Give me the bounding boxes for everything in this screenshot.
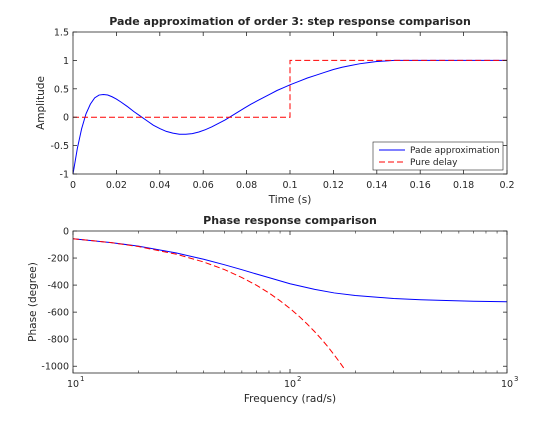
y-tick-label: -0.5	[50, 141, 69, 152]
x-tick-exponent: 1	[80, 375, 84, 383]
y-tick-label: -800	[47, 335, 69, 346]
y-tick-label: 0	[63, 113, 69, 124]
y-tick-label: -1	[60, 170, 69, 181]
x-tick-label: 0.04	[149, 180, 170, 191]
chart-title-1: Pade approximation of order 3: step resp…	[109, 15, 471, 28]
series-line-pade-approximation	[73, 59, 507, 174]
x-tick-label: 0.12	[323, 180, 344, 191]
x-tick-label: 0.08	[236, 180, 257, 191]
x-axis-label-2: Frequency (rad/s)	[244, 393, 336, 405]
chart-title-2: Phase response comparison	[203, 214, 377, 227]
y-tick-label: -400	[47, 281, 69, 292]
x-tick-label: 0.1	[282, 180, 297, 191]
y-tick-label: 1	[63, 56, 69, 67]
x-tick-label: 0.02	[106, 180, 127, 191]
series-line-pure-delay-phase	[73, 238, 346, 371]
series-line-pure-delay	[73, 59, 507, 118]
x-tick-label: 0.16	[410, 180, 431, 191]
x-tick-label: 0.14	[366, 180, 387, 191]
y-axis-label-2: Phase (degree)	[27, 262, 39, 342]
x-tick-label: 0.06	[193, 180, 214, 191]
series-line-pade-approximation-phase	[73, 238, 507, 303]
y-tick-label: -600	[47, 308, 69, 319]
y-tick-label: 0	[63, 227, 69, 238]
x-tick-label: 10	[284, 379, 296, 390]
y-tick-label: -1000	[41, 362, 69, 373]
y-tick-label: 1.5	[54, 28, 69, 39]
y-tick-label: 0.5	[54, 84, 69, 95]
x-tick-exponent: 3	[514, 375, 518, 383]
y-axis-label-1: Amplitude	[35, 76, 47, 130]
x-tick-label: 10	[67, 379, 79, 390]
legend-label: Pure delay	[410, 158, 458, 168]
legend-box	[372, 141, 504, 171]
x-tick-exponent: 2	[297, 375, 301, 383]
plot-area-2	[73, 231, 507, 373]
x-tick-label: 0.18	[453, 180, 474, 191]
x-tick-label: 0	[70, 180, 76, 191]
x-axis-label-1: Time (s)	[268, 194, 312, 206]
legend-label: Pade approximation	[410, 146, 500, 156]
x-tick-label: 10	[501, 379, 513, 390]
x-tick-label: 0.2	[499, 180, 514, 191]
legend: Pade approximation Pure delay	[372, 141, 504, 171]
y-tick-label: -200	[47, 254, 69, 265]
